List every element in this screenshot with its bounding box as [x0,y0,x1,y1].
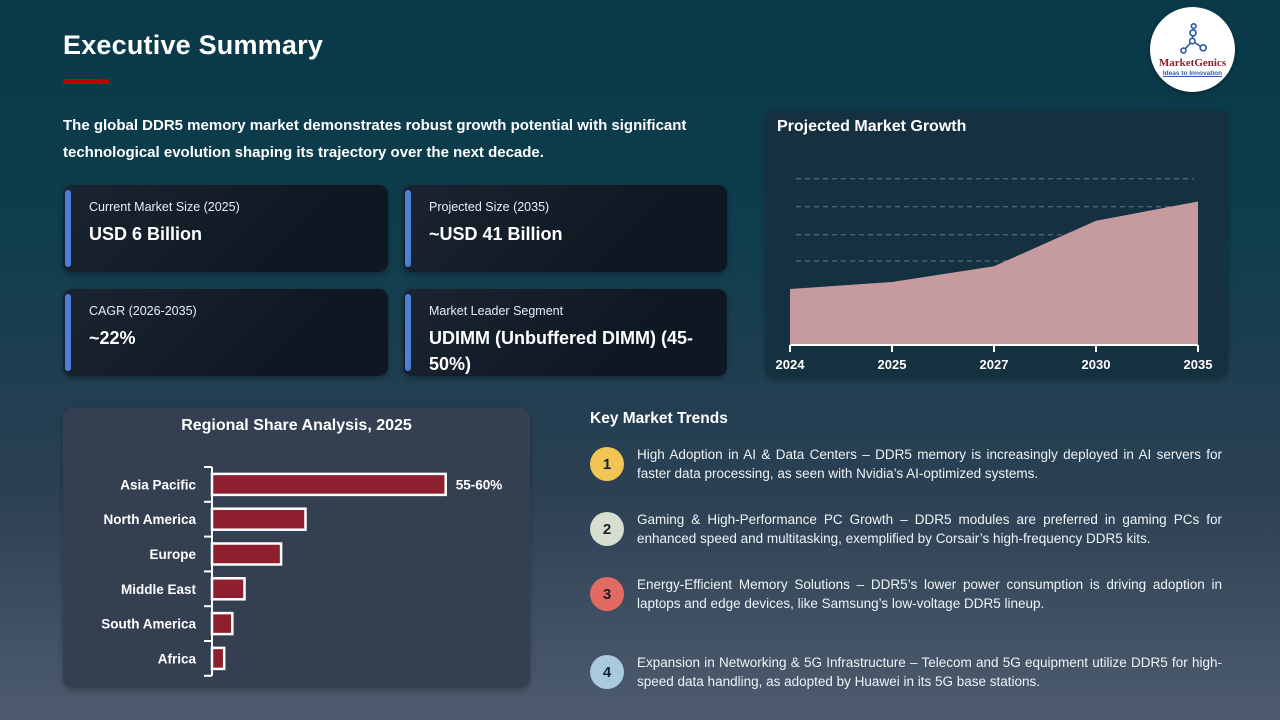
trend-text: Gaming & High-Performance PC Growth – DD… [637,512,1222,546]
area-series [790,201,1198,345]
title-underline-divider [63,79,109,84]
bar-category-label: South America [101,617,196,632]
trend-text: Energy-Efficient Memory Solutions – DDR5… [637,577,1222,611]
trend-item-ai-data-centers: 1 High Adoption in AI & Data Centers – D… [590,445,1230,483]
regional-share-card: Regional Share Analysis, 2025 Asia Pacif… [63,408,530,688]
intro-paragraph: The global DDR5 memory market demonstrat… [63,117,687,161]
trend-item-energy-efficient: 3 Energy-Efficient Memory Solutions – DD… [590,575,1230,613]
stat-label: Current Market Size (2025) [89,200,240,214]
bar-category-label: Europe [149,547,196,562]
regional-share-bar-chart: Asia Pacific 55-60% North America Europe Mid… [101,466,503,677]
stat-value: USD 6 Billion [89,224,203,244]
chart-bar [210,646,226,671]
growth-chart-title: Projected Market Growth [777,118,967,135]
logo-name: MarketGenics [1158,57,1227,69]
page-title: Executive Summary [63,30,324,60]
trend-number-badge: 2 [590,512,624,546]
stat-value: ~22% [89,328,136,348]
bar-category-label: Middle East [121,582,197,597]
trend-item-networking-5g: 4 Expansion in Networking & 5G Infrastru… [590,653,1230,691]
projected-market-growth-area-chart: 2024 2025 2027 2030 2035 [776,178,1213,372]
x-tick-label: 2027 [980,357,1009,372]
trend-item-gaming-pc: 2 Gaming & High-Performance PC Growth – … [590,510,1230,548]
stat-card-projected-size: Projected Size (2035) ~USD 41 Billion [403,185,727,272]
trend-number-badge: 3 [590,577,624,611]
x-tick-label: 2024 [776,357,806,372]
trend-number-badge: 1 [590,447,624,481]
stat-label: Projected Size (2035) [429,200,550,214]
trends-title: Key Market Trends [590,410,728,427]
stat-label: CAGR (2026-2035) [89,304,197,318]
x-tick-label: 2030 [1082,357,1111,372]
chart-bar [210,507,307,531]
marketgenics-logo: MarketGenics Ideas to Innovation [1150,7,1235,92]
stat-card-cagr: CAGR (2026-2035) ~22% [63,289,388,376]
regional-chart-title: Regional Share Analysis, 2025 [181,417,412,434]
stats-grid: Current Market Size (2025) USD 6 Billion… [63,185,727,376]
trend-text: Expansion in Networking & 5G Infrastruct… [637,655,1222,689]
stat-label: Market Leader Segment [429,304,564,318]
bar-category-label: Asia Pacific [120,477,196,492]
stat-card-market-leader-segment: Market Leader Segment UDIMM (Unbuffered … [403,289,727,376]
chart-bar [210,577,246,601]
bar-category-label: North America [103,512,196,527]
logo-tagline: Ideas to Innovation [1162,70,1223,77]
stat-value: UDIMM (Unbuffered DIMM) (45-50%) [429,328,693,374]
stat-card-current-market-size: Current Market Size (2025) USD 6 Billion [63,185,388,272]
projected-market-growth-card: Projected Market Growth 2024 2025 2027 2030… [765,110,1228,378]
chart-bar [210,542,283,566]
chart-bar [210,472,447,497]
trend-text: High Adoption in AI & Data Centers – DDR… [637,447,1222,481]
x-tick-label: 2035 [1184,357,1213,372]
x-tick-label: 2025 [878,357,907,372]
bar-category-label: Africa [158,651,197,666]
chart-bar [210,611,234,636]
stat-value: ~USD 41 Billion [429,224,563,244]
bar-value-label: 55-60% [456,477,503,492]
molecule-network-icon [1179,22,1207,54]
key-market-trends-section: Key Market Trends 1 High Adoption in AI … [590,410,1230,718]
trend-number-badge: 4 [590,655,624,689]
